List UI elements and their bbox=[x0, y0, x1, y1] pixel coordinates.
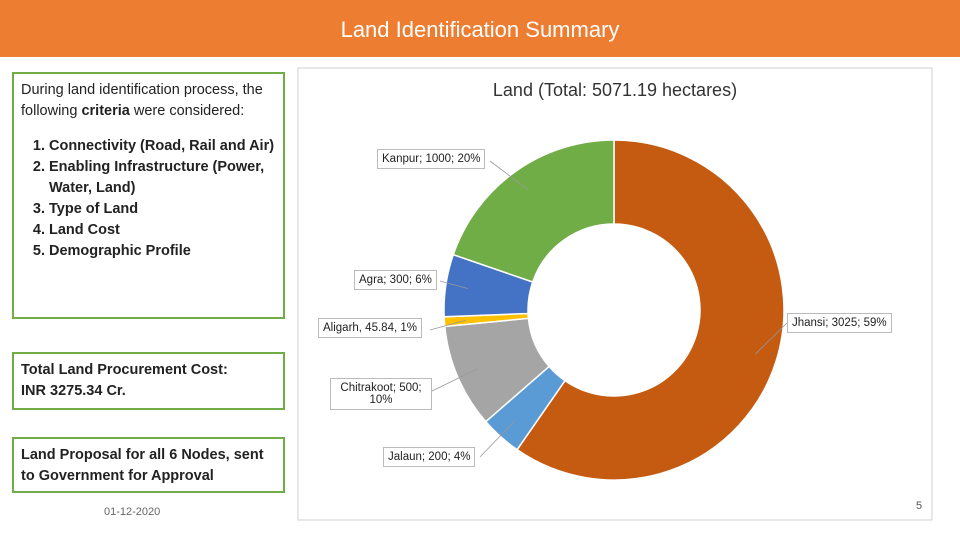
data-label: Kanpur; 1000; 20% bbox=[377, 149, 486, 169]
donut-slice bbox=[516, 139, 785, 481]
criteria-list: Connectivity (Road, Rail and Air)Enablin… bbox=[21, 136, 276, 262]
cost-line: INR 3275.34 Cr. bbox=[21, 383, 126, 399]
cost-line: Total Land Procurement Cost: bbox=[21, 362, 228, 378]
proposal-text: Land Proposal for all 6 Nodes, sent to G… bbox=[21, 447, 264, 484]
leader-line bbox=[754, 322, 788, 355]
criteria-item: Demographic Profile bbox=[49, 241, 276, 262]
data-label: Chitrakoot; 500; 10% bbox=[330, 378, 432, 410]
intro-bold: criteria bbox=[81, 103, 130, 119]
leader-line bbox=[489, 160, 529, 190]
date: 01-12-2020 bbox=[104, 506, 161, 518]
leader-line bbox=[429, 368, 479, 393]
criteria-item: Land Cost bbox=[49, 220, 276, 241]
data-label: Jhansi; 3025; 59% bbox=[787, 313, 892, 333]
data-label: Jalaun; 200; 4% bbox=[383, 447, 476, 467]
leader-line bbox=[429, 319, 467, 331]
cost-box: Total Land Procurement Cost: INR 3275.34… bbox=[12, 352, 285, 410]
chart-title: Land (Total: 5071.19 hectares) bbox=[493, 80, 737, 100]
leader-line bbox=[479, 419, 516, 458]
slide-title: Land Identification Summary bbox=[0, 0, 960, 57]
criteria-item: Enabling Infrastructure (Power, Water, L… bbox=[49, 157, 276, 199]
intro: During land identification process, the … bbox=[21, 80, 276, 122]
criteria-item: Connectivity (Road, Rail and Air) bbox=[49, 136, 276, 157]
chart-frame bbox=[297, 67, 933, 521]
intro-text: were considered: bbox=[129, 103, 245, 119]
criteria-item: Type of Land bbox=[49, 199, 276, 220]
data-label: Aligarh, 45.84, 1% bbox=[318, 318, 422, 338]
donut-slice bbox=[452, 139, 615, 283]
criteria-box: During land identification process, the … bbox=[12, 72, 285, 319]
page-number: 5 bbox=[916, 500, 923, 512]
intro-text: During land identification process, the … bbox=[21, 82, 263, 119]
leader-line bbox=[439, 280, 468, 289]
data-label: Agra; 300; 6% bbox=[354, 270, 437, 290]
proposal-box: Land Proposal for all 6 Nodes, sent to G… bbox=[12, 437, 285, 493]
